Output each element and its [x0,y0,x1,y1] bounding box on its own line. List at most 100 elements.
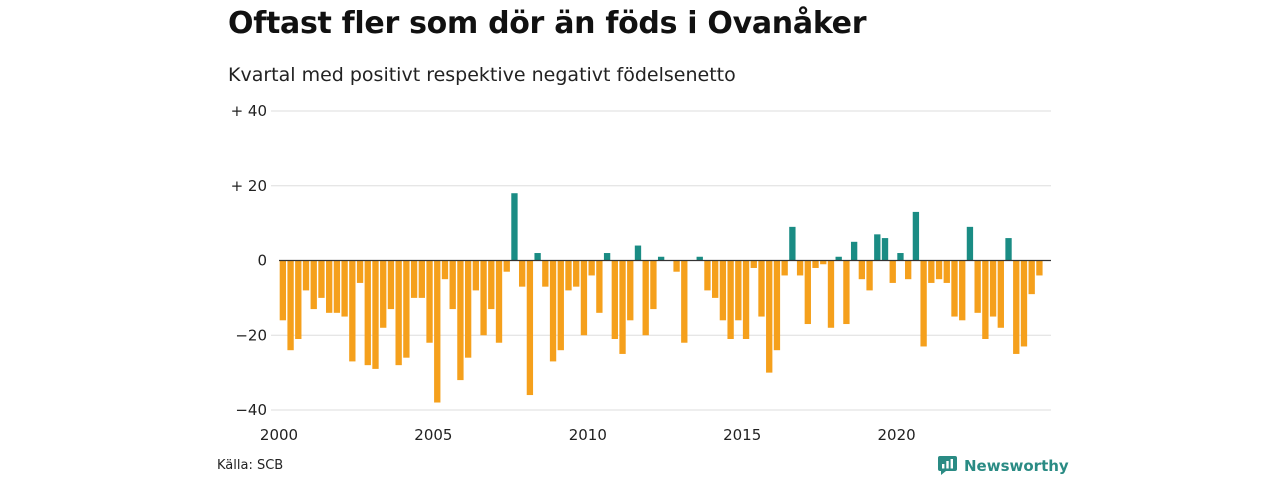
bar [673,260,680,272]
x-axis-ticks: 2000 2005 2010 2015 2020 [260,426,916,444]
bar [742,260,750,339]
bar [341,260,348,317]
x-tick-label: 2000 [260,426,298,444]
bar [457,260,464,381]
bar [1020,260,1028,347]
bar [820,260,827,265]
bar [966,226,974,261]
bar [796,260,804,276]
bar [549,260,557,362]
bar [333,260,341,313]
bar [773,260,781,351]
bar [519,260,526,287]
bar [704,260,711,291]
bar [866,260,873,291]
bar [588,260,595,276]
bar [418,260,425,298]
bar [557,260,564,351]
bar [1013,260,1020,354]
bar [735,260,742,321]
y-tick-label: 0 [257,252,267,270]
bar [959,260,966,321]
bar [434,260,441,403]
bar [472,260,480,291]
bar [318,260,325,298]
source-note: Källa: SCB [217,458,284,473]
bar [951,260,958,317]
y-tick-label: + 40 [231,102,267,120]
y-tick-label: −20 [235,326,267,344]
bar [426,260,433,343]
chart-subtitle: Kvartal med positivt respektive negativt… [228,64,736,86]
bar [642,260,649,336]
bar [850,241,858,261]
y-tick-label: −40 [235,401,267,419]
brand-name: Newsworthy [964,456,1069,475]
newsworthy-logo-icon [938,456,957,475]
bar [766,260,773,373]
bar [812,260,819,268]
bar [596,260,603,313]
x-tick-label: 2020 [878,426,916,444]
bar [310,260,317,310]
bar [326,260,333,313]
bar [495,260,503,343]
bar [349,260,356,362]
y-axis-ticks: + 40 + 20 0 −20 −40 [231,102,267,419]
bar [1005,238,1012,261]
bar [835,256,842,261]
bar [1036,260,1043,276]
bar [712,260,719,298]
bar [542,260,549,287]
bar [874,234,881,261]
bar [750,260,757,268]
bar [441,260,449,280]
bar [989,260,997,317]
bar [781,260,788,276]
bar [881,238,889,261]
chart-title: Oftast fler som dör än föds i Ovanåker [228,6,867,41]
bar [804,260,811,325]
bar [997,260,1004,328]
bar [897,253,904,261]
bar [928,260,935,283]
bar [565,260,572,291]
bar [302,260,310,291]
bar [387,260,395,310]
bar [511,193,518,261]
bar [364,260,371,366]
bar [858,260,866,280]
bar [650,260,657,310]
bar [287,260,294,351]
x-tick-label: 2010 [569,426,607,444]
bar [657,256,665,261]
bar [464,260,472,358]
bar [603,253,611,261]
bar [480,260,487,336]
bar [935,260,943,280]
bar [295,260,302,339]
bar [488,260,495,310]
bar [974,260,981,313]
newsworthy-logo: Newsworthy [938,456,1069,475]
bar [982,260,989,339]
bar [634,245,642,261]
bar [681,260,688,343]
bar [905,260,912,280]
bar [943,260,950,283]
bar [789,226,796,261]
bar [356,260,364,283]
bar [727,260,734,339]
bar [719,260,727,321]
bar [843,260,850,325]
bar [503,260,510,272]
bars [279,193,1043,403]
bar [619,260,626,354]
bar [827,260,835,328]
bar [889,260,896,283]
bar [380,260,387,328]
bar [372,260,379,369]
bar [696,256,703,261]
bar [1028,260,1035,295]
bar [410,260,418,298]
